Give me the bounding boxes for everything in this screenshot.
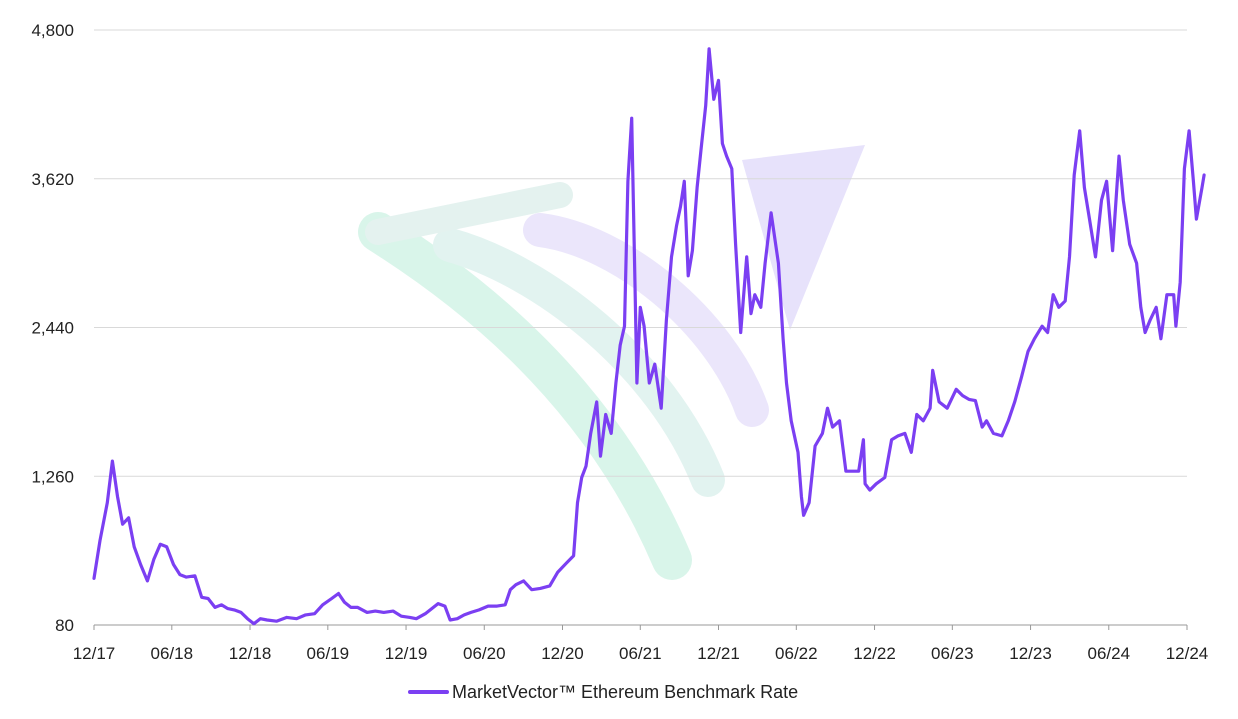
x-tick-label: 06/23 — [931, 644, 974, 663]
legend: MarketVector™ Ethereum Benchmark Rate — [408, 682, 798, 702]
x-tick-label: 12/22 — [853, 644, 896, 663]
x-tick-label: 12/17 — [73, 644, 116, 663]
series-layer — [92, 47, 1206, 626]
watermark-stroke-violet — [742, 145, 865, 330]
x-tick-label: 06/20 — [463, 644, 506, 663]
x-tick-label: 12/20 — [541, 644, 584, 663]
watermark-stroke-mint — [433, 228, 725, 497]
y-tick-label: 4,800 — [31, 21, 74, 40]
watermark-stroke-green — [358, 212, 692, 580]
watermark-stroke-lavender — [523, 213, 769, 427]
y-tick-label: 2,440 — [31, 319, 74, 338]
x-tick-label: 06/24 — [1088, 644, 1131, 663]
x-tick-label: 12/24 — [1166, 644, 1209, 663]
y-axis: 80 1,260 2,440 3,620 4,800 — [31, 21, 74, 635]
watermark-stroke-top — [365, 182, 573, 245]
x-tick-label: 06/18 — [151, 644, 194, 663]
y-tick-label: 1,260 — [31, 467, 74, 486]
x-tick-label: 06/19 — [307, 644, 350, 663]
x-tick-label: 06/21 — [619, 644, 662, 663]
legend-label: MarketVector™ Ethereum Benchmark Rate — [452, 682, 798, 702]
x-tick-label: 06/22 — [775, 644, 818, 663]
x-tick-label: 12/18 — [229, 644, 272, 663]
x-tick-label: 12/19 — [385, 644, 428, 663]
x-tick-label: 12/23 — [1009, 644, 1052, 663]
series-line-ethereum — [92, 47, 1206, 626]
logo-watermark — [358, 145, 865, 580]
y-tick-label: 80 — [55, 616, 74, 635]
x-tick-label: 12/21 — [697, 644, 740, 663]
x-axis: 12/17 06/18 12/18 06/19 12/19 06/20 12/20 06/21… — [73, 624, 1209, 663]
y-tick-label: 3,620 — [31, 170, 74, 189]
